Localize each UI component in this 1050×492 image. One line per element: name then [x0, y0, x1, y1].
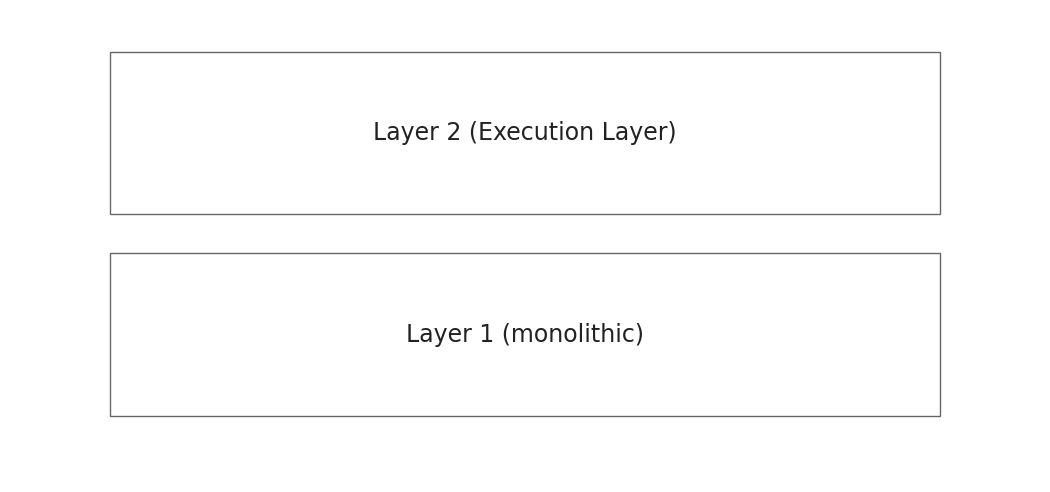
- Text: Layer 2 (Execution Layer): Layer 2 (Execution Layer): [373, 121, 677, 145]
- Text: Layer 1 (monolithic): Layer 1 (monolithic): [406, 323, 644, 346]
- Bar: [110, 52, 940, 214]
- Bar: [110, 253, 940, 416]
